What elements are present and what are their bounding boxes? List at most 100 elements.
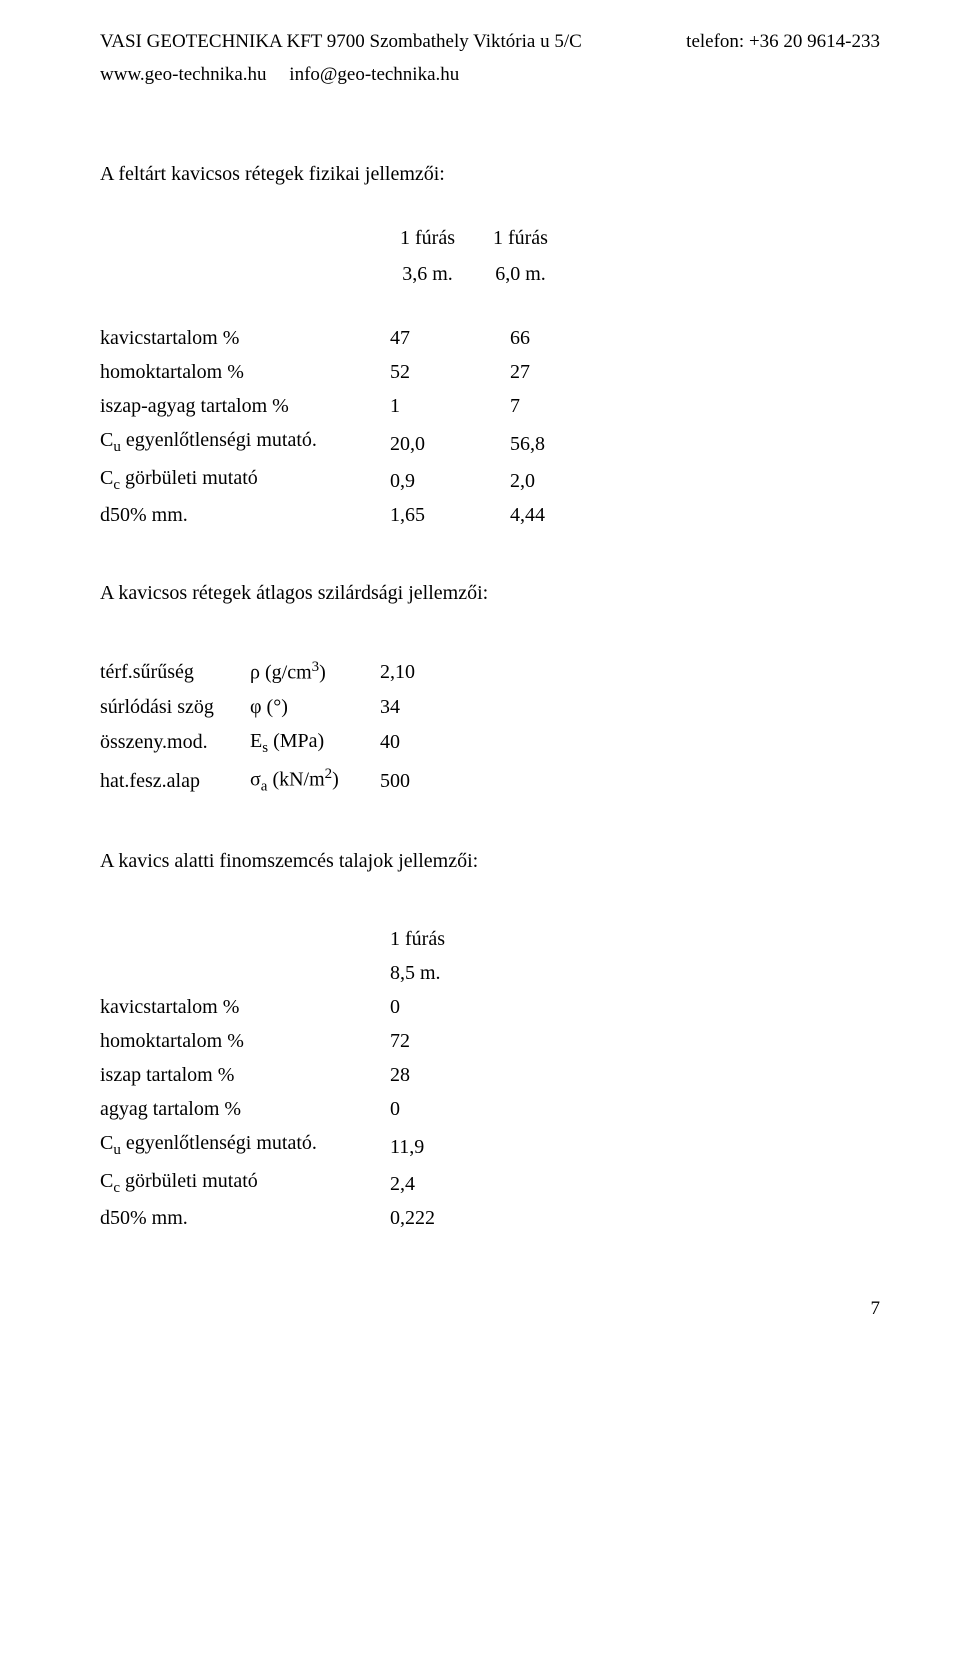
table-row: d50% mm. 0,222 <box>100 1201 510 1235</box>
table-row: összeny.mod. Es (MPa) 40 <box>100 724 460 762</box>
label: kavicstartalom % <box>100 990 390 1024</box>
label: súrlódási szög <box>100 690 250 724</box>
symbol: Es (MPa) <box>250 724 380 762</box>
sym-mid: (kN/m <box>267 769 324 791</box>
sym-pre: ρ (g/cm <box>250 662 312 684</box>
label: d50% mm. <box>100 498 390 532</box>
value: 52 <box>390 355 510 389</box>
table-row: 1 fúrás <box>100 922 510 956</box>
value: 2,4 <box>390 1164 510 1202</box>
sym-post: ) <box>332 769 339 791</box>
document-header: VASI GEOTECHNIKA KFT 9700 Szombathely Vi… <box>100 28 880 57</box>
table-row: Cu egyenlőtlenségi mutató. 20,0 56,8 <box>100 423 630 461</box>
depth-2: 6,0 m. <box>475 257 566 291</box>
table-row: 8,5 m. <box>100 956 510 990</box>
section1-depth-table: 1 fúrás 1 fúrás 3,6 m. 6,0 m. <box>380 219 568 293</box>
value: 7 <box>510 389 630 423</box>
symbol: ρ (g/cm3) <box>250 654 380 690</box>
table-row: iszap-agyag tartalom % 1 7 <box>100 389 630 423</box>
value: 1,65 <box>390 498 510 532</box>
value: 2,10 <box>380 654 460 690</box>
label-post: egyenlőtlenségi mutató. <box>121 429 317 451</box>
value: 0 <box>390 1092 510 1126</box>
section2-data-table: térf.sűrűség ρ (g/cm3) 2,10 súrlódási sz… <box>100 654 460 800</box>
label: összeny.mod. <box>100 724 250 762</box>
table-row: homoktartalom % 52 27 <box>100 355 630 389</box>
table-row: kavicstartalom % 47 66 <box>100 321 630 355</box>
label: homoktartalom % <box>100 1024 390 1058</box>
email: info@geo-technika.hu <box>289 64 459 85</box>
symbol: σa (kN/m2) <box>250 761 380 800</box>
value: 27 <box>510 355 630 389</box>
sym-post: (MPa) <box>268 730 324 752</box>
label-sub: c <box>113 1180 120 1196</box>
section3-data-table: 1 fúrás 8,5 m. kavicstartalom % 0 homokt… <box>100 922 510 1235</box>
value: 40 <box>380 724 460 762</box>
label-sub: u <box>113 439 121 455</box>
value: 0,222 <box>390 1201 510 1235</box>
value: 11,9 <box>390 1126 510 1164</box>
value: 4,44 <box>510 498 630 532</box>
label: Cu egyenlőtlenségi mutató. <box>100 1126 390 1164</box>
table-row: homoktartalom % 72 <box>100 1024 510 1058</box>
depth: 8,5 m. <box>390 956 510 990</box>
value: 66 <box>510 321 630 355</box>
table-row: súrlódási szög φ (°) 34 <box>100 690 460 724</box>
table-row: d50% mm. 1,65 4,44 <box>100 498 630 532</box>
label-pre: C <box>100 1132 113 1154</box>
value: 20,0 <box>390 423 510 461</box>
symbol: φ (°) <box>250 690 380 724</box>
table-row: hat.fesz.alap σa (kN/m2) 500 <box>100 761 460 800</box>
value: 500 <box>380 761 460 800</box>
table-row: térf.sűrűség ρ (g/cm3) 2,10 <box>100 654 460 690</box>
label: hat.fesz.alap <box>100 761 250 800</box>
label-pre: C <box>100 1170 113 1192</box>
value: 47 <box>390 321 510 355</box>
label-pre: C <box>100 429 113 451</box>
phone: telefon: +36 20 9614-233 <box>686 28 880 57</box>
label: agyag tartalom % <box>100 1092 390 1126</box>
depth-1: 3,6 m. <box>382 257 473 291</box>
document-header-line2: www.geo-technika.hu info@geo-technika.hu <box>100 61 880 90</box>
section1-data-table: kavicstartalom % 47 66 homoktartalom % 5… <box>100 321 630 532</box>
label-post: egyenlőtlenségi mutató. <box>121 1132 317 1154</box>
col-header-1: 1 fúrás <box>382 221 473 255</box>
website: www.geo-technika.hu <box>100 64 267 85</box>
label: térf.sűrűség <box>100 654 250 690</box>
col-header: 1 fúrás <box>390 922 510 956</box>
sym-post: ) <box>319 662 326 684</box>
label-post: görbületi mutató <box>120 1170 258 1192</box>
company-address: VASI GEOTECHNIKA KFT 9700 Szombathely Vi… <box>100 28 582 57</box>
value: 34 <box>380 690 460 724</box>
section1-title: A feltárt kavicsos rétegek fizikai jelle… <box>100 159 880 189</box>
label: iszap-agyag tartalom % <box>100 389 390 423</box>
section3-title: A kavics alatti finomszemcés talajok jel… <box>100 846 880 876</box>
label-sub: u <box>113 1142 121 1158</box>
label-post: görbületi mutató <box>120 467 258 489</box>
table-row: agyag tartalom % 0 <box>100 1092 510 1126</box>
label: d50% mm. <box>100 1201 390 1235</box>
value: 0,9 <box>390 461 510 499</box>
sym-pre: σ <box>250 769 261 791</box>
label: Cc görbületi mutató <box>100 1164 390 1202</box>
value: 1 <box>390 389 510 423</box>
section2-title: A kavicsos rétegek átlagos szilárdsági j… <box>100 578 880 608</box>
page-number: 7 <box>100 1295 880 1324</box>
value: 0 <box>390 990 510 1024</box>
table-row: Cc görbületi mutató 2,4 <box>100 1164 510 1202</box>
value: 28 <box>390 1058 510 1092</box>
label: Cu egyenlőtlenségi mutató. <box>100 423 390 461</box>
sym-pre: E <box>250 730 262 752</box>
label: Cc görbületi mutató <box>100 461 390 499</box>
table-row: Cc görbületi mutató 0,9 2,0 <box>100 461 630 499</box>
table-row: Cu egyenlőtlenségi mutató. 11,9 <box>100 1126 510 1164</box>
value: 2,0 <box>510 461 630 499</box>
label: kavicstartalom % <box>100 321 390 355</box>
value: 72 <box>390 1024 510 1058</box>
label: iszap tartalom % <box>100 1058 390 1092</box>
col-header-2: 1 fúrás <box>475 221 566 255</box>
label: homoktartalom % <box>100 355 390 389</box>
table-row: iszap tartalom % 28 <box>100 1058 510 1092</box>
table-row: kavicstartalom % 0 <box>100 990 510 1024</box>
label-pre: C <box>100 467 113 489</box>
